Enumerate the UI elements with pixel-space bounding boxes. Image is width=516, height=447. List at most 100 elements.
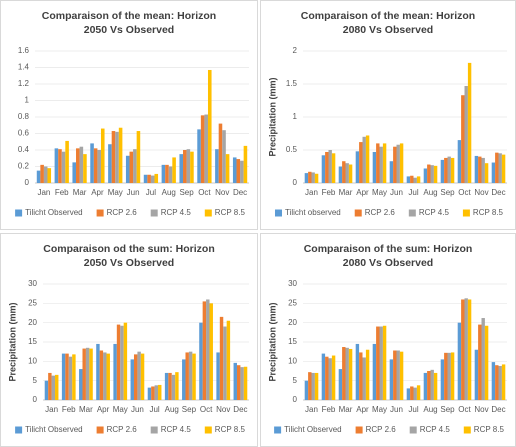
bar <box>450 157 455 183</box>
legend-label: RCP 4.5 <box>420 425 451 434</box>
x-tick-label: Mar <box>339 405 353 414</box>
y-tick-label: 1.6 <box>18 46 30 55</box>
bar <box>359 142 363 183</box>
x-tick-label: Feb <box>322 188 336 197</box>
legend-label: Tilicht Observed <box>25 425 83 434</box>
bar <box>498 365 502 400</box>
bar <box>308 372 312 400</box>
bar <box>433 372 438 400</box>
bar <box>338 166 343 183</box>
bar <box>393 146 397 183</box>
legend-label: Tilicht Observed <box>25 208 83 217</box>
bar <box>36 170 41 183</box>
y-tick-label: 1 <box>25 96 30 105</box>
bar <box>345 163 349 183</box>
bar <box>222 130 226 183</box>
bar <box>154 173 159 183</box>
legend-swatch <box>150 426 158 434</box>
bar <box>115 131 119 183</box>
bar <box>154 385 159 400</box>
x-tick-label: May <box>108 188 123 197</box>
bar <box>410 175 414 183</box>
y-axis-label: Precipitation (mm) <box>7 302 17 381</box>
bar <box>192 353 196 400</box>
bar <box>376 143 380 183</box>
bar <box>183 150 187 183</box>
x-tick-label: Apr <box>356 405 369 414</box>
bar <box>304 173 309 183</box>
x-tick-label: Jun <box>390 405 403 414</box>
bar <box>168 166 173 183</box>
legend-swatch <box>204 426 212 434</box>
bar <box>61 353 66 400</box>
bar <box>190 151 194 183</box>
x-tick-label: Apr <box>356 188 369 197</box>
bar <box>491 362 496 400</box>
bar <box>164 372 169 400</box>
y-tick-label: 25 <box>288 298 297 307</box>
x-tick-label: Jun <box>131 405 144 414</box>
bar <box>379 326 383 400</box>
x-tick-label: Sep <box>179 188 194 197</box>
y-tick-label: 10 <box>288 356 297 365</box>
bar <box>447 352 451 400</box>
bar <box>171 374 176 400</box>
y-tick-label: 20 <box>28 318 37 327</box>
bar <box>209 303 213 400</box>
x-tick-label: Dec <box>491 405 505 414</box>
chart-title: Comparaison od the sum: Horizon 2050 Vs … <box>43 243 215 269</box>
legend: Tilicht Observed RCP 2.6 RCP 4.5 RCP 8.5 <box>15 425 245 434</box>
bar <box>410 386 414 400</box>
bar <box>100 128 105 183</box>
bar <box>179 154 184 183</box>
bar <box>413 387 417 400</box>
bar <box>461 299 465 400</box>
y-axis-label: Precipitation (mm) <box>267 77 277 156</box>
y-tick-label: 0 <box>25 178 30 187</box>
bar <box>413 177 417 183</box>
legend-swatch <box>204 209 212 217</box>
bar <box>345 347 349 400</box>
bar <box>399 351 404 400</box>
y-tick-label: 30 <box>28 279 37 288</box>
legend-swatch <box>96 426 104 434</box>
bar <box>331 153 336 183</box>
x-tick-label: Mar <box>79 405 93 414</box>
x-tick-label: Nov <box>216 405 230 414</box>
y-tick-label: 1.4 <box>18 63 30 72</box>
legend-label: Tilicht Observed <box>284 425 342 434</box>
x-tick-label: Oct <box>458 405 471 414</box>
bar <box>243 145 248 183</box>
y-axis-label: Precipitation (mm) <box>267 302 277 381</box>
y-tick-label: 1.5 <box>286 79 298 88</box>
x-tick-label: Feb <box>55 188 69 197</box>
legend-label: RCP 4.5 <box>161 425 192 434</box>
bar <box>464 298 468 400</box>
bar <box>427 164 431 183</box>
y-tick-label: 0 <box>293 395 298 404</box>
bar <box>481 318 485 400</box>
chart-panel: Precipitation (mm) 0 0.5 1 1.5 2 Jan Feb Mar Apr M… <box>260 0 516 230</box>
bar <box>65 140 69 183</box>
bar <box>186 149 191 183</box>
bar <box>72 162 77 183</box>
bar <box>103 352 107 400</box>
bar <box>355 151 360 183</box>
bar <box>481 157 485 183</box>
legend: Tilicht Observed RCP 2.6 RCP 4.5 RCP 8.5 <box>274 425 504 434</box>
bar <box>200 115 205 183</box>
bar <box>199 322 203 400</box>
bar <box>76 148 80 183</box>
y-tick-label: 20 <box>288 318 297 327</box>
bar <box>240 160 244 183</box>
bar <box>396 350 400 400</box>
bar <box>72 354 76 400</box>
bar <box>113 343 117 400</box>
bar <box>467 299 472 400</box>
bar <box>314 372 319 400</box>
bar <box>311 372 315 400</box>
chart: Precipitation (mm) 0 0.5 1 1.5 2 Jan Feb Mar Apr M… <box>267 46 507 217</box>
x-tick-label: May <box>372 405 387 414</box>
